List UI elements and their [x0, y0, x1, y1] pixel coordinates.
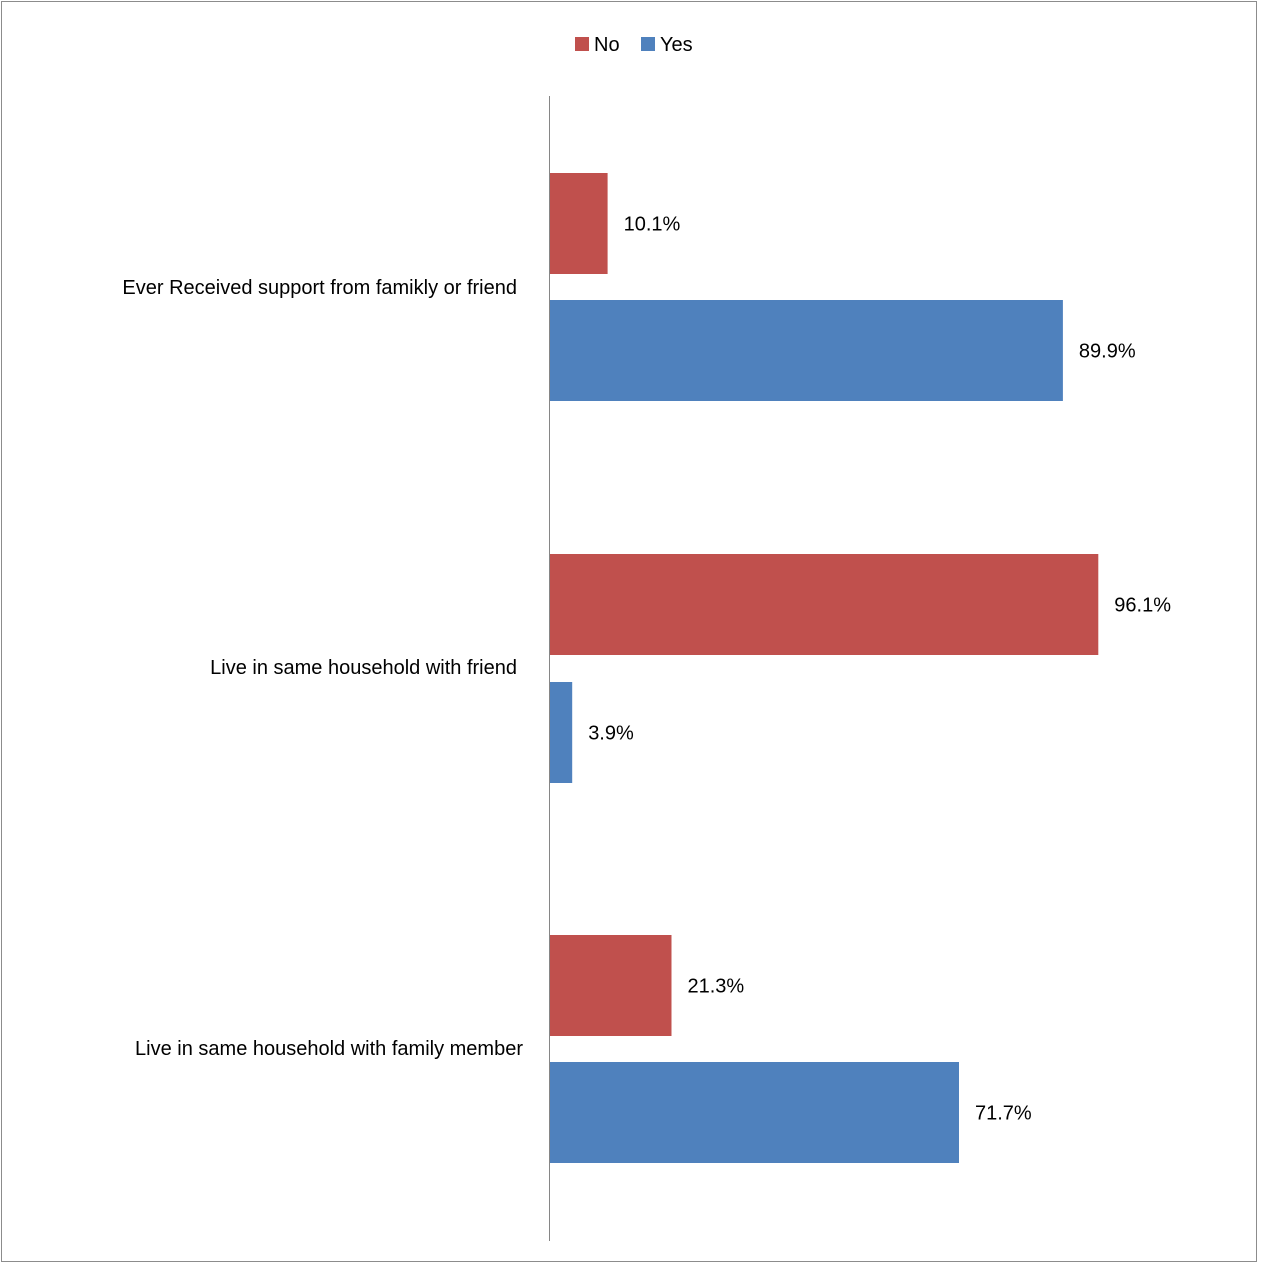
- legend-swatch-yes: [641, 37, 655, 51]
- bars: [550, 173, 1099, 1163]
- legend: No Yes: [575, 34, 693, 56]
- category-label: Live in same household with friend: [210, 657, 517, 679]
- category-axis-labels: Ever Received support from famikly or fr…: [122, 277, 523, 1060]
- bar-no: [550, 935, 672, 1036]
- data-labels: 10.1% 89.9% 96.1% 3.9% 21.3% 71.7%: [588, 214, 1171, 1125]
- category-label: Ever Received support from famikly or fr…: [122, 277, 517, 299]
- legend-label-no: No: [594, 34, 620, 56]
- data-label: 3.9%: [588, 723, 634, 745]
- data-label: 89.9%: [1079, 341, 1136, 363]
- data-label: 71.7%: [975, 1103, 1032, 1125]
- legend-label-yes: Yes: [660, 34, 693, 56]
- data-label: 10.1%: [624, 214, 681, 236]
- bar-yes: [550, 1062, 959, 1163]
- legend-swatch-no: [575, 37, 589, 51]
- bar-yes: [550, 682, 573, 783]
- category-label: Live in same household with family membe…: [135, 1038, 523, 1060]
- data-label: 21.3%: [688, 976, 745, 998]
- bar-yes: [550, 300, 1063, 401]
- data-label: 96.1%: [1114, 595, 1171, 617]
- bar-no: [550, 554, 1099, 655]
- bar-no: [550, 173, 608, 274]
